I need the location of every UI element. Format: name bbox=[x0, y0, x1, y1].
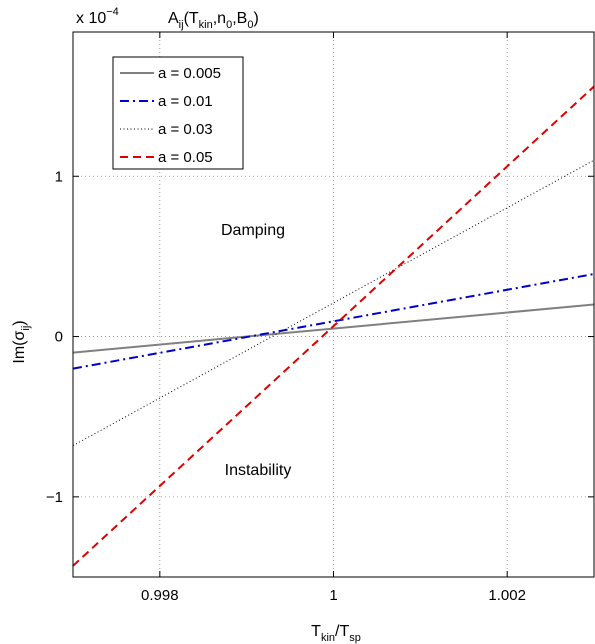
grid bbox=[73, 32, 594, 577]
series-line-a-0-05 bbox=[72, 85, 595, 567]
legend-label: a = 0.03 bbox=[158, 121, 213, 138]
legend-box bbox=[112, 56, 244, 170]
y-tick-label: 0 bbox=[55, 329, 63, 346]
axis-ticks: 0.998 1 1.002 −1 0 1 bbox=[46, 32, 594, 604]
y-axis-title: Im(σij) bbox=[11, 320, 32, 363]
legend-label: a = 0.01 bbox=[158, 93, 213, 110]
x-tick-label: 1.002 bbox=[488, 587, 526, 604]
series-line-a-0-03 bbox=[72, 159, 595, 447]
legend: a = 0.005 a = 0.01 a = 0.03 a = 0.05 bbox=[112, 56, 244, 170]
y-tick-label: 1 bbox=[55, 168, 63, 185]
annotation-damping: Damping bbox=[221, 222, 285, 239]
series-line-a-0-01 bbox=[72, 273, 595, 370]
x-axis-title: Tkin/Tsp bbox=[311, 623, 361, 644]
series-lines bbox=[72, 85, 595, 567]
top-annotation: Aij(Tkin,n0,B0) bbox=[168, 10, 259, 31]
x-tick-label: 1 bbox=[329, 587, 337, 604]
series-line-a-0-005 bbox=[72, 303, 595, 354]
legend-label: a = 0.05 bbox=[158, 149, 213, 166]
x-tick-label: 0.998 bbox=[141, 587, 179, 604]
y-tick-label: −1 bbox=[46, 489, 63, 506]
y-scale-factor: x 10−4 bbox=[76, 6, 119, 27]
legend-label: a = 0.005 bbox=[158, 65, 221, 82]
annotation-instability: Instability bbox=[225, 462, 292, 479]
